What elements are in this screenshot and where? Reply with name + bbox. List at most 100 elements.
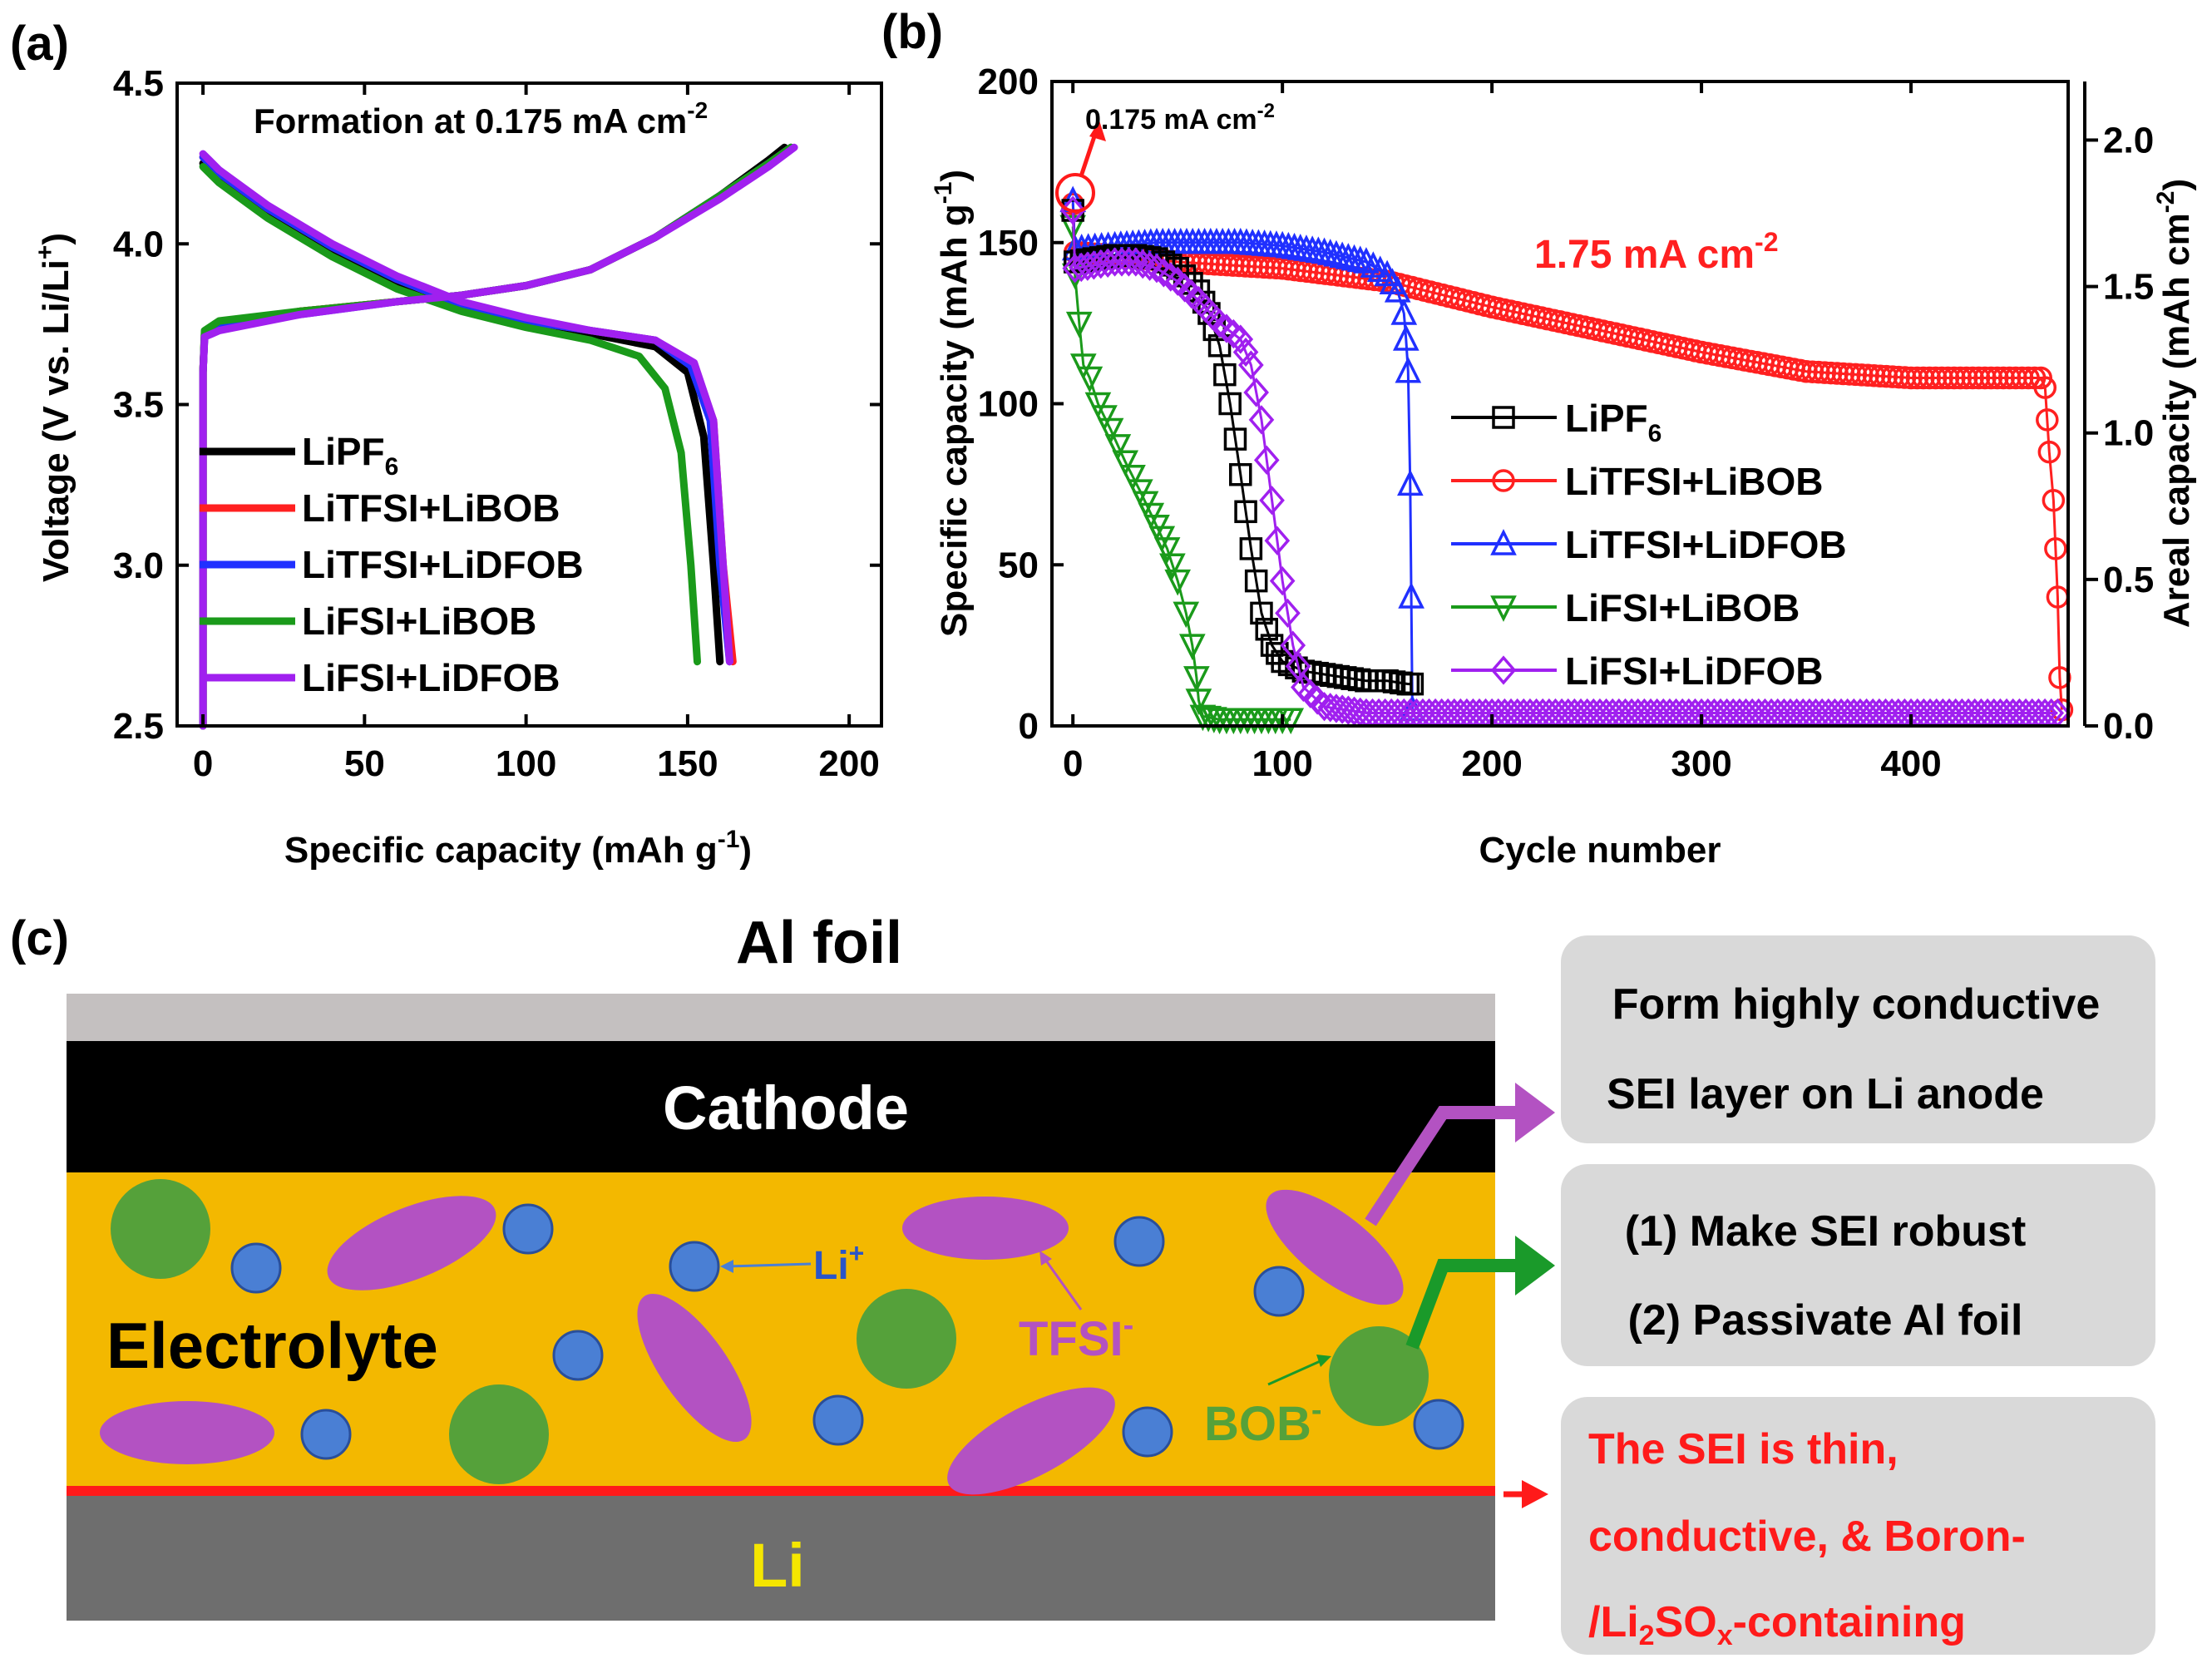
panel-a-y-tick-label: 3.5 [113, 385, 164, 426]
panel-a-x-tick-label: 200 [818, 743, 879, 784]
panel-b-y-tick-label: 150 [978, 223, 1039, 264]
tfsi-anion [637, 1293, 752, 1443]
panel-a-title: Formation at 0.175 mA cm-2 [254, 97, 708, 141]
panel-b-y2-tick-label: 1.5 [2103, 267, 2154, 308]
panel-b-series-4-point [1185, 688, 1212, 715]
panel-a-legend-label: LiPF6 [302, 430, 398, 481]
panel-b-x-tick-label: 200 [1461, 743, 1522, 784]
panel-a-series-4-discharge-curve [199, 163, 701, 666]
panel-b-legend-swatch-marker [1492, 406, 1515, 429]
panel-a-x-axis-label: Specific capacity (mAh g-1) [284, 826, 752, 871]
panel-b-series-5-point [1059, 195, 1086, 225]
panel-b-legend-label: LiPF6 [1565, 397, 1661, 447]
li-ion [669, 1241, 720, 1292]
al-foil-layer [67, 994, 1495, 1041]
panel-a-series-5-discharge-curve [199, 150, 733, 666]
panel-b-series-5-point [1158, 262, 1184, 292]
panel-a-x-tick-label: 150 [657, 743, 718, 784]
panel-b-series-1-point [1250, 601, 1273, 625]
panel-b-series-5-point [1275, 598, 1301, 629]
panel-b-y2-tick-label: 2.0 [2103, 120, 2154, 160]
panel-b-series-2-point [1961, 366, 1984, 390]
tfsi-anion [100, 1401, 274, 1464]
panel-b-x-tick-label: 300 [1671, 743, 1731, 784]
panel-a-y-tick-label: 4.0 [113, 224, 164, 264]
panel-b-series-3-point [1384, 275, 1411, 303]
panel-b-series-2-point [1930, 366, 1953, 390]
panel-b-series-4-point [1277, 708, 1305, 735]
panel-b-series-5-point [1259, 486, 1285, 516]
panel-b-series-2-point [1899, 366, 1923, 390]
bob-anion [449, 1384, 549, 1484]
panel-b-legend-swatch-marker [1490, 655, 1517, 685]
purple-arrow-line [1365, 1106, 1518, 1226]
green-arrow-line [1405, 1259, 1518, 1350]
panel-b-series-1-point [1255, 618, 1279, 641]
li-ion [1113, 1216, 1165, 1267]
panel-b-low-rate-highlight-circle [1055, 173, 1095, 213]
panel-b-series-1-point [1244, 569, 1268, 593]
bob-pointer [1267, 1358, 1325, 1386]
electrolyte-label: Electrolyte [106, 1309, 438, 1382]
panel-a-y-tick-label: 2.5 [113, 706, 164, 747]
panel-b-series-2-point [2037, 440, 2061, 464]
panel-b-series-3-point [1360, 251, 1387, 278]
li-ion [230, 1242, 282, 1294]
panel-b-series-5-point [1074, 251, 1101, 281]
panel-b-series-5-point [1232, 337, 1259, 368]
panel-b-series-5-point [1264, 526, 1291, 555]
tfsi-anion [947, 1387, 1115, 1495]
panel-b-series-4-point [1173, 601, 1200, 629]
conductive-sei-box-line2: SEI layer on Li anode [1607, 1070, 2044, 1118]
robust-sei-box-line2: (2) Passivate Al foil [1628, 1296, 2023, 1345]
panel-b-series-group [1059, 185, 2074, 735]
panel-b-y-tick-label: 50 [998, 545, 1039, 585]
panel-b-series-5-point [1243, 378, 1269, 407]
panel-b-series-2-point [1948, 366, 1973, 390]
panel-b-series-4-point [1164, 569, 1192, 596]
panel-b-cycling-chart: (b) 0 100 200 300 400 0 50 100 150 200 0.0 0.5 1.0 1.… [881, 5, 2197, 871]
al-foil-title: Al foil [736, 910, 902, 976]
li-ion [1253, 1266, 1305, 1317]
panel-b-series-4-point [1159, 553, 1186, 580]
panel-b-legend: LiPF6 LiTFSI+LiBOB LiTFSI+LiDFOB LiFSI+LiBO… [1451, 397, 1847, 693]
panel-b-y-tick-label: 100 [978, 384, 1039, 425]
sei-properties-box-line1: The SEI is thin, [1588, 1425, 1898, 1473]
panel-b-series-4-point [1178, 634, 1206, 661]
robust-sei-box-line1: (1) Make SEI robust [1625, 1207, 2027, 1256]
panel-b-series-2-point [2017, 366, 2040, 390]
panel-b-x-tick-label: 0 [1063, 743, 1083, 784]
panel-b-series-3-point [1392, 324, 1420, 351]
panel-b-series-2-point [1912, 366, 1935, 390]
sei-properties-box-line2: conductive, & Boron- [1588, 1513, 2026, 1561]
tfsi-pointer-head [1039, 1251, 1052, 1266]
conductive-sei-box-line1: Form highly conductive [1612, 980, 2101, 1029]
panel-b-series-5-point [1207, 308, 1232, 338]
panel-b-series-4-point [1097, 417, 1124, 445]
li-ion [812, 1394, 864, 1446]
panel-b-series-5-point [1088, 249, 1114, 279]
conductive-sei-box [1561, 935, 2155, 1143]
panel-a-legend-label: LiTFSI+LiBOB [302, 486, 560, 530]
panel-b-series-2-point [1967, 366, 1991, 390]
panel-b-series-2-point [1973, 366, 1997, 390]
panel-a-series-1-discharge-curve [199, 160, 724, 666]
panel-b-series-3-point [1397, 469, 1424, 496]
panel-b-legend-swatch-marker [1490, 529, 1517, 555]
panel-b-series-3-point [1353, 247, 1380, 274]
li-ion-pointer [727, 1262, 812, 1268]
panel-a-series-5-charge-curve [199, 143, 798, 730]
panel-b-legend-label: LiTFSI+LiBOB [1565, 460, 1824, 503]
panel-b-series-5-point [1269, 565, 1296, 596]
panel-b-y2-tick-label: 0.0 [2103, 706, 2154, 747]
panel-b-series-5-point [1238, 350, 1264, 380]
li-ion [300, 1409, 352, 1460]
panel-b-series-2-point [1905, 366, 1929, 390]
panel-a-voltage-chart: (a) Formation at 0.175 mA cm-2 0 50 100 150… [10, 17, 883, 871]
panel-b-series-5-point [1248, 405, 1275, 435]
panel-b-series-2-point [2036, 408, 2059, 432]
li-metal-layer [67, 1496, 1495, 1621]
cathode-label: Cathode [663, 1073, 909, 1142]
panel-a-y-axis-label: Voltage (V vs. Li/Li+) [32, 233, 77, 582]
panel-b-series-1-point [1229, 463, 1252, 486]
